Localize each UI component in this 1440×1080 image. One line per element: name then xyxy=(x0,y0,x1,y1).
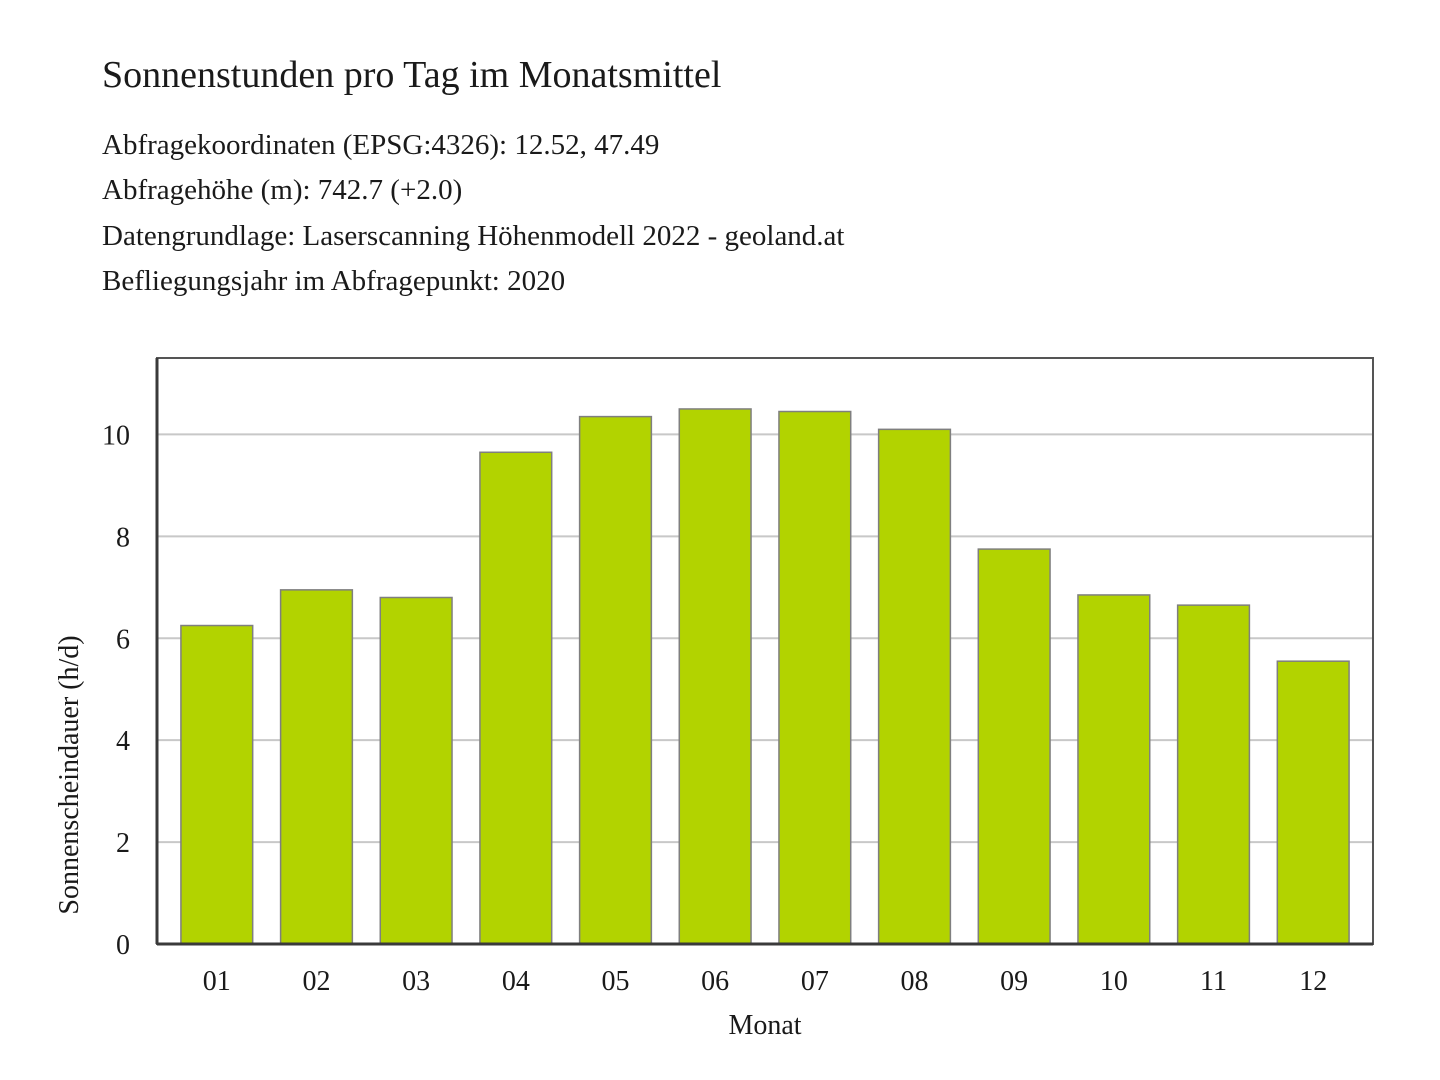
bar-03 xyxy=(379,596,453,945)
y-tick-label: 0 xyxy=(116,930,130,961)
query-coordinates-text: Abfragekoordinaten (EPSG:4326): 12.52, 4… xyxy=(102,129,660,161)
data-source-text: Datengrundlage: Laserscanning Höhenmodel… xyxy=(102,220,845,252)
bar-01 xyxy=(180,624,254,945)
bar-10 xyxy=(1077,594,1151,945)
y-tick-label: 10 xyxy=(102,420,130,451)
bar-06 xyxy=(678,408,752,945)
x-tick-label: 06 xyxy=(701,966,729,997)
y-axis-title: Sonnenscheindauer (h/d) xyxy=(54,635,85,914)
x-tick-label: 02 xyxy=(302,966,330,997)
x-tick-label: 07 xyxy=(801,966,829,997)
x-tick-label: 08 xyxy=(901,966,929,997)
y-tick-label: 2 xyxy=(116,828,130,859)
bar-12 xyxy=(1276,660,1350,945)
bars xyxy=(180,408,1350,945)
y-tick-label: 4 xyxy=(116,726,130,757)
bar-04 xyxy=(479,451,553,945)
bar-11 xyxy=(1176,604,1251,945)
x-tick-label: 11 xyxy=(1200,966,1227,997)
x-tick-label: 03 xyxy=(402,966,430,997)
bar-02 xyxy=(279,589,354,945)
bar-07 xyxy=(778,410,852,945)
x-tick-label: 05 xyxy=(601,966,629,997)
x-tick-label: 01 xyxy=(203,966,231,997)
bar-05 xyxy=(578,415,653,945)
y-tick-label: 6 xyxy=(116,624,130,655)
bar-09 xyxy=(977,548,1051,945)
survey-year-text: Befliegungsjahr im Abfragepunkt: 2020 xyxy=(102,265,566,297)
x-axis-title: Monat xyxy=(728,1010,801,1041)
y-tick-labels: 0 2 4 6 8 10 xyxy=(102,420,130,961)
x-tick-label: 12 xyxy=(1299,966,1327,997)
x-tick-label: 09 xyxy=(1000,966,1028,997)
y-tick-label: 8 xyxy=(116,522,130,553)
query-elevation-text: Abfragehöhe (m): 742.7 (+2.0) xyxy=(102,174,463,206)
bar-08 xyxy=(877,428,952,945)
x-tick-label: 10 xyxy=(1100,966,1128,997)
x-tick-label: 04 xyxy=(502,966,530,997)
x-tick-labels: 01 02 03 04 05 06 07 08 09 10 11 12 xyxy=(203,966,1327,997)
gridlines xyxy=(157,433,1373,844)
chart-title: Sonnenstunden pro Tag im Monatsmittel xyxy=(102,54,722,96)
